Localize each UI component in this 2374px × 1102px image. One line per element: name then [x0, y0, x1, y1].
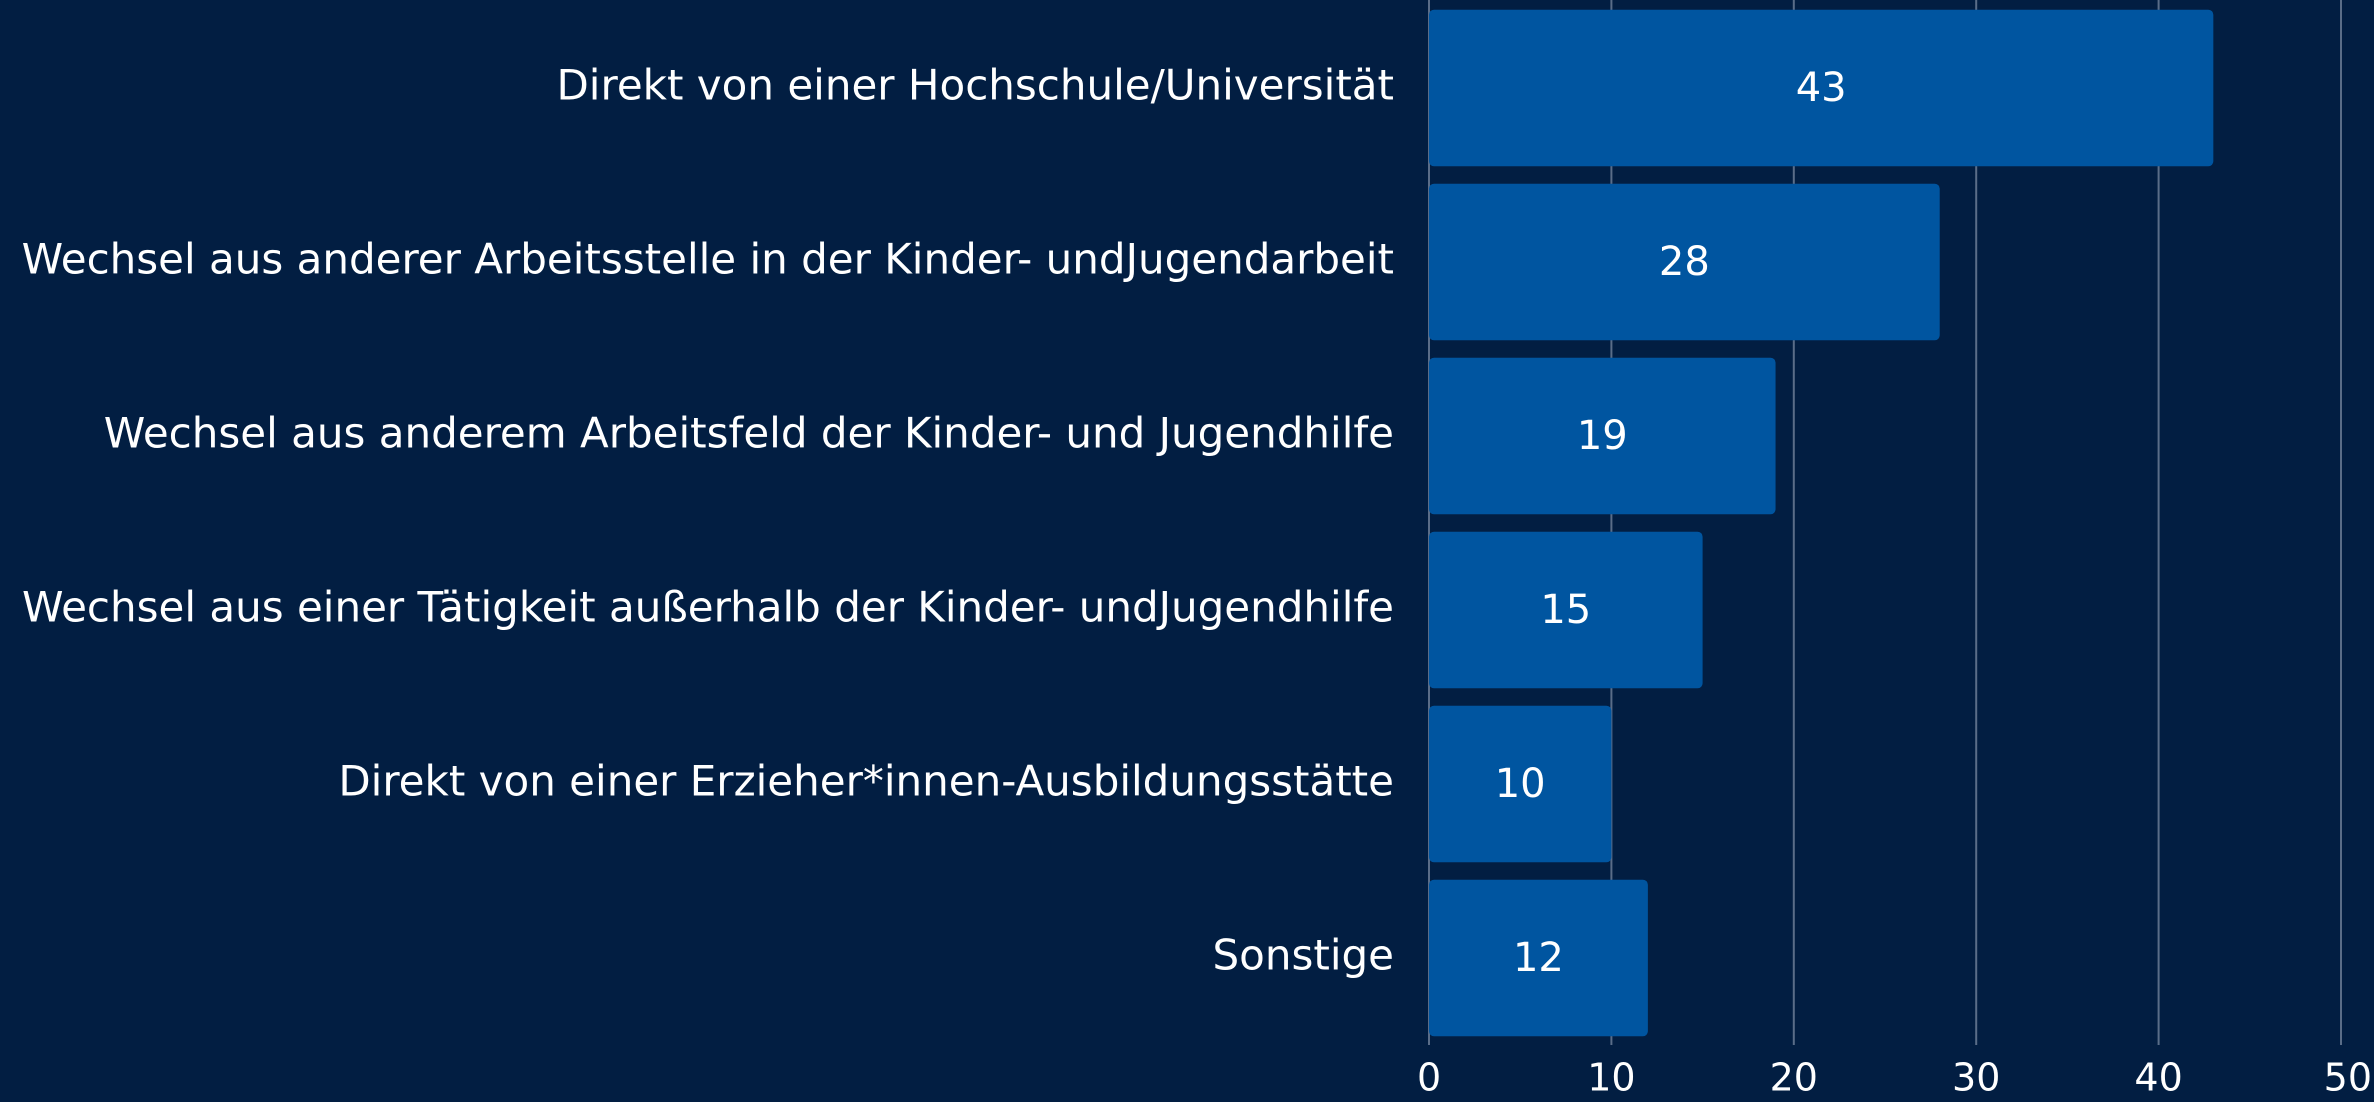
bar: [1429, 183, 1940, 341]
bar: [1429, 531, 1703, 689]
x-tick-label: 40: [2134, 1056, 2182, 1100]
x-tick-label: 10: [1587, 1056, 1635, 1100]
bar: [1429, 357, 1776, 515]
x-tick-label: 20: [1770, 1056, 1818, 1100]
value-label: 19: [1577, 413, 1628, 459]
value-label: 28: [1659, 239, 1710, 285]
category-label: Direkt von einer Hochschule/Universität: [556, 61, 1394, 110]
x-tick-label: 50: [2324, 1056, 2372, 1100]
bar: [1429, 879, 1648, 1037]
bar: [1429, 9, 2214, 167]
value-label: 15: [1540, 587, 1591, 633]
category-label: Wechsel aus anderer Arbeitsstelle in der…: [22, 235, 1394, 284]
category-label: Direkt von einer Erzieher*innen-Ausbildu…: [338, 757, 1394, 806]
value-label: 43: [1796, 65, 1847, 111]
x-tick-label: 0: [1417, 1056, 1441, 1100]
category-label: Wechsel aus anderem Arbeitsfeld der Kind…: [104, 409, 1394, 458]
x-tick-label: 30: [1952, 1056, 2000, 1100]
bar: [1429, 705, 1612, 863]
category-label: Wechsel aus einer Tätigkeit außerhalb de…: [22, 583, 1394, 632]
category-label: Sonstige: [1213, 931, 1395, 980]
value-label: 10: [1495, 761, 1546, 807]
value-label: 12: [1513, 935, 1564, 981]
